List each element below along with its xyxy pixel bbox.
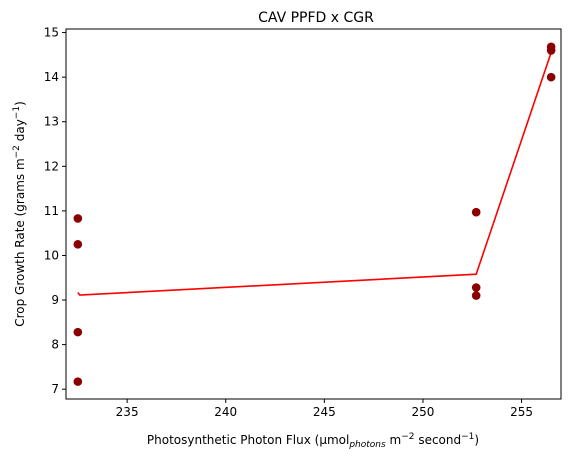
x-axis-ticks: 235 240 245 250 255	[116, 399, 533, 419]
data-points-group	[73, 42, 556, 386]
y-axis-label-sup1: −2	[12, 145, 22, 158]
x-axis-label-close: )	[474, 433, 479, 447]
y-axis-label-sup2: −1	[12, 106, 22, 119]
y-tick-label: 15	[44, 26, 59, 40]
y-axis-label-close: )	[13, 101, 27, 106]
x-tick-label: 255	[510, 405, 533, 419]
x-tick-label: 235	[116, 405, 139, 419]
y-tick-label: 8	[51, 338, 59, 352]
y-tick-label: 14	[44, 70, 59, 84]
plot-area	[65, 28, 562, 400]
x-axis-label: Photosynthetic Photon Flux (µmolphotons …	[147, 432, 479, 450]
y-tick-label: 12	[44, 159, 59, 173]
data-point	[73, 327, 83, 337]
y-axis-ticks: 7 8 9 10 11 12 13 14 15	[44, 26, 66, 396]
y-axis-label: Crop Growth Rate (grams m−2 day−1)	[12, 101, 27, 327]
data-point	[546, 46, 556, 55]
y-tick-label: 10	[44, 248, 59, 262]
y-tick-label: 13	[44, 115, 59, 129]
y-tick-label: 7	[51, 382, 59, 396]
data-point	[471, 207, 481, 217]
x-tick-label: 250	[411, 405, 434, 419]
trend-line	[77, 52, 552, 296]
x-axis-label-after: second	[415, 433, 462, 447]
y-axis-label-prefix: Crop Growth Rate (grams m	[13, 158, 27, 326]
trend-line-group	[77, 52, 552, 296]
y-tick-label: 11	[44, 204, 59, 218]
data-point	[471, 283, 481, 292]
x-axis-label-prefix: Photosynthetic Photon Flux (µmol	[147, 433, 349, 447]
x-axis-label-subscript: photons	[348, 440, 386, 450]
data-point	[73, 240, 83, 249]
y-axis-label-mid: day	[13, 119, 27, 145]
data-point	[546, 72, 556, 82]
data-point	[73, 377, 83, 386]
x-axis-label-mid: m	[386, 433, 402, 447]
x-axis-label-sup2: −1	[461, 432, 474, 442]
chart-title: CAV PPFD x CGR	[258, 10, 374, 26]
y-tick-label: 9	[51, 293, 59, 307]
data-point	[471, 291, 481, 300]
data-point	[73, 214, 83, 223]
x-axis-label-sup1: −2	[401, 432, 414, 442]
x-tick-label: 240	[214, 405, 237, 419]
x-tick-label: 245	[313, 405, 336, 419]
